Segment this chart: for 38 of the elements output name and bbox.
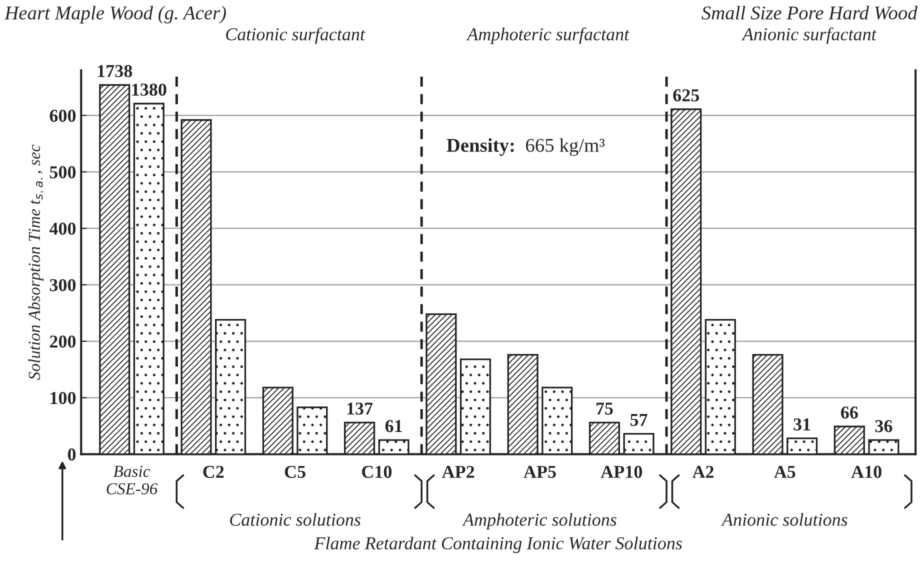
x-tick-label: AP10 xyxy=(600,466,642,478)
y-tick-label: 400 xyxy=(49,222,76,235)
x-tick-label: AP2 xyxy=(442,466,474,478)
y-tick-label: 300 xyxy=(50,279,76,292)
y-tick-label: 0 xyxy=(68,448,76,461)
annotation: 61 xyxy=(385,420,402,432)
x-tick-label: C5 xyxy=(284,466,306,478)
annotation: 1738 xyxy=(98,64,132,78)
annotation: 1380 xyxy=(132,84,166,96)
annotation: 57 xyxy=(630,414,648,426)
text: Amphoteric solutions xyxy=(462,513,616,530)
annotation: 137 xyxy=(347,402,373,415)
x-tick-label: Basic CSE-96 xyxy=(106,466,158,494)
y-tick-label: 500 xyxy=(50,166,76,178)
x-tick-label: C10 xyxy=(362,466,392,478)
x-tick-label: A5 xyxy=(774,466,796,478)
annotation: 75 xyxy=(596,402,613,415)
y-tick-label: 600 xyxy=(50,110,76,122)
text: Amphoteric surfactant xyxy=(466,27,630,44)
chart-subtitle: Small Size Pore Hard Wood xyxy=(702,6,918,20)
x-tick-label: C2 xyxy=(203,466,224,478)
x-axis-title: Flame Retardant Containing Ionic Water Solutions xyxy=(314,536,682,554)
x-tick-label: A10 xyxy=(851,466,882,478)
chart-title: Heart Maple Wood (g. Acer) xyxy=(4,6,226,24)
annotation: 66 xyxy=(841,406,858,419)
text: Anionic solutions xyxy=(720,513,848,526)
annotation: Density: 665 kg/m³ xyxy=(446,138,605,156)
annotation: 31 xyxy=(794,418,810,431)
annotation: 625 xyxy=(673,89,700,102)
text: Cationic solutions xyxy=(230,513,360,526)
text: Cationic surfactant xyxy=(226,27,366,44)
y-tick-label: 100 xyxy=(50,392,76,404)
y-tick-label: 200 xyxy=(50,336,76,348)
text: Anionic surfactant xyxy=(741,27,877,44)
x-tick-label: A2 xyxy=(692,466,714,478)
x-tick-label: AP5 xyxy=(524,466,556,478)
y-axis-title: Solution Absorption Time t$_{s.a.}$, sec xyxy=(28,144,44,380)
annotation: 36 xyxy=(875,420,892,432)
